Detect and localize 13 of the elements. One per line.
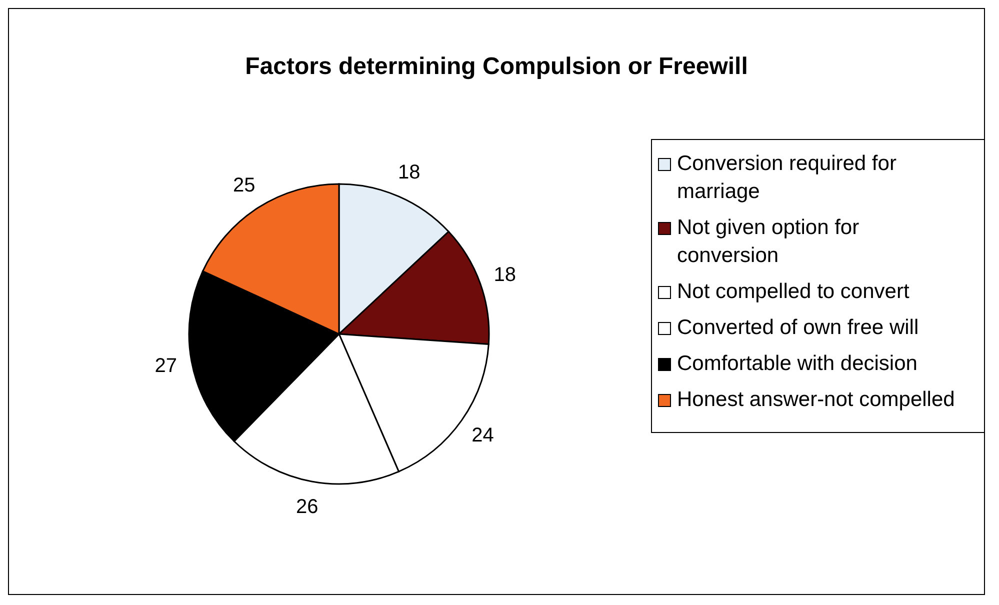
- data-label: 24: [472, 424, 494, 446]
- legend-label: Honest answer-not compelled: [677, 387, 956, 413]
- data-label: 18: [398, 162, 420, 184]
- data-label: 18: [494, 264, 516, 286]
- legend-label: Conversion required for marriage: [677, 151, 898, 205]
- data-label: 25: [233, 174, 256, 197]
- legend-label: Not given option for conversion: [677, 215, 860, 269]
- data-label: 26: [296, 496, 318, 518]
- legend-label: Not compelled to convert: [677, 279, 910, 305]
- data-label: 27: [154, 354, 178, 377]
- legend-label: Converted of own free will: [677, 315, 920, 341]
- chart-title: Factors determining Compulsion or Freewill: [244, 53, 749, 81]
- legend-label: Comfortable with decision: [677, 351, 918, 377]
